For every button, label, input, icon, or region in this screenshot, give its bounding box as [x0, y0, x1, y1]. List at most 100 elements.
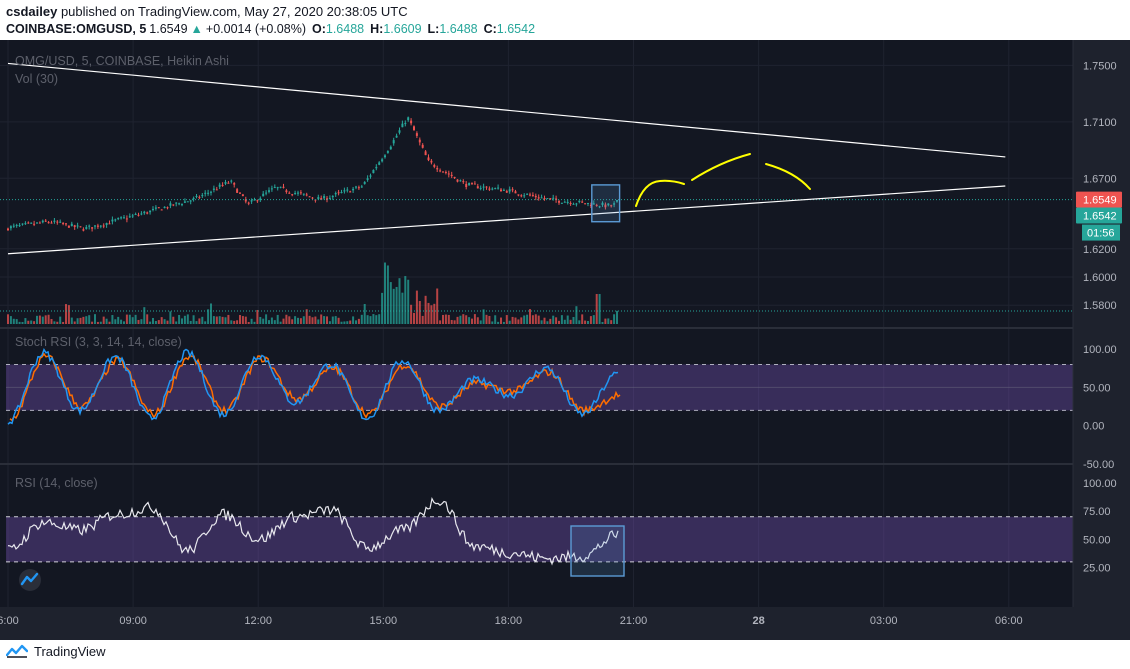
candle-body: [18, 225, 21, 227]
candle-body: [195, 196, 198, 198]
time-tick-label: 09:00: [119, 615, 147, 627]
volume-bar: [444, 314, 447, 324]
candle-body: [215, 189, 218, 191]
price-axis-bg: [1073, 40, 1130, 607]
volume-bar: [578, 320, 581, 324]
volume-bar: [436, 288, 439, 324]
volume-bar: [163, 319, 166, 324]
candle-body: [424, 151, 427, 156]
candle-body: [323, 196, 326, 199]
volume-bar: [38, 315, 41, 324]
candle-body: [508, 189, 511, 192]
volume-bar: [523, 315, 526, 324]
volume-bar: [59, 316, 62, 324]
price-pane[interactable]: [0, 62, 1073, 324]
low-label: L:: [427, 22, 440, 36]
footer-brand[interactable]: TradingView: [34, 643, 106, 659]
publish-info: published on TradingView.com, May 27, 20…: [60, 3, 408, 19]
volume-bar: [546, 321, 549, 324]
volume-bar: [308, 315, 311, 324]
volume-bar: [328, 321, 331, 324]
volume-bar: [529, 309, 531, 324]
candle-body: [276, 187, 279, 189]
highlight-box[interactable]: [591, 184, 621, 223]
volume-bar: [36, 315, 38, 324]
price-tick-label: 1.7500: [1083, 60, 1117, 72]
candle-body: [189, 200, 192, 202]
volume-bar: [563, 319, 566, 324]
volume-bar: [442, 314, 444, 324]
volume-bar: [215, 316, 218, 324]
footer: TradingView: [6, 641, 106, 661]
time-tick-label: 03:00: [870, 615, 898, 627]
candle-body: [253, 199, 256, 201]
candle-body: [459, 180, 462, 182]
candle-body: [41, 220, 44, 223]
stoch-k-line: [7, 348, 619, 425]
volume-bar: [143, 307, 146, 324]
candle-body: [587, 202, 589, 204]
candle-body: [297, 192, 299, 194]
candle-body: [192, 197, 195, 199]
volume-bar: [288, 316, 291, 324]
volume-bar: [326, 316, 328, 324]
volume-bar: [41, 316, 44, 324]
support-trendline[interactable]: [7, 185, 1006, 255]
candle-body: [152, 208, 154, 210]
volume-bar: [488, 315, 491, 324]
stoch-rsi-pane[interactable]: [0, 327, 1130, 425]
volume-bar: [189, 320, 192, 324]
volume-bar: [386, 265, 389, 324]
volume-bar: [491, 321, 494, 324]
price-tick-label: 1.5800: [1083, 300, 1117, 312]
candle-body: [404, 123, 407, 125]
candle-body: [407, 117, 410, 121]
candle-body: [218, 184, 221, 187]
chart-canvas[interactable]: 1.7500 1.7100 1.6700 1.6200 1.6000 1.5800 100.…: [0, 40, 1130, 640]
volume-bar: [555, 317, 558, 324]
volume-bar: [178, 315, 181, 324]
volume-bar: [44, 315, 47, 324]
volume-bar: [9, 316, 12, 324]
stoch-tick-label: 100.00: [1083, 344, 1117, 356]
candle-body: [114, 219, 117, 221]
candle-body: [328, 197, 331, 199]
candle-body: [299, 192, 302, 194]
candle-body: [320, 198, 323, 200]
volume-bar: [265, 314, 268, 324]
watermark-icon: [19, 569, 41, 591]
resistance-trendline[interactable]: [7, 62, 1006, 158]
candle-body: [584, 203, 587, 205]
annotation-stroke[interactable]: [765, 163, 811, 190]
volume-bar: [53, 321, 56, 324]
candle-body: [607, 203, 610, 206]
candle-body: [256, 200, 259, 202]
volume-bar: [505, 315, 508, 324]
grid-lines: [0, 40, 1073, 607]
volume-bar: [575, 306, 578, 324]
symbol-line: COINBASE:OMGUSD, 5 1.6549 ▲ +0.0014 (+0.…: [6, 19, 535, 39]
candle-body: [578, 200, 581, 203]
annotation-stroke[interactable]: [635, 179, 685, 207]
rsi-highlight-box[interactable]: [570, 525, 625, 577]
rsi-pane[interactable]: [0, 463, 1130, 591]
candle-body: [146, 212, 149, 214]
candle-body: [346, 189, 349, 191]
volume-bar: [384, 262, 386, 324]
candle-body: [430, 160, 433, 163]
candle-body: [569, 203, 572, 205]
candle-body: [224, 181, 227, 184]
candle-body: [413, 126, 415, 131]
candle-body: [386, 151, 389, 153]
candle-body: [357, 187, 360, 189]
volume-bar: [134, 314, 137, 324]
candle-body: [207, 192, 210, 194]
candle-body: [50, 222, 53, 224]
volume-bar: [543, 317, 546, 324]
volume-bar: [494, 315, 497, 324]
annotation-stroke[interactable]: [691, 153, 751, 181]
author-name[interactable]: csdailey: [6, 3, 58, 19]
volume-bar: [369, 316, 372, 324]
candle-body: [456, 179, 459, 182]
last-price: 1.6549: [149, 22, 188, 36]
